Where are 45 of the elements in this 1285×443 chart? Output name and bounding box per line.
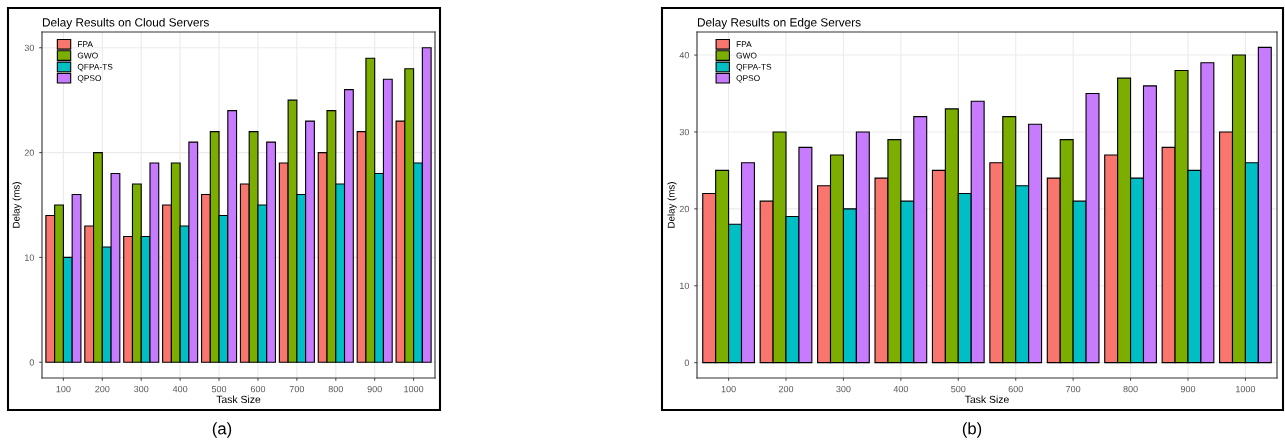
y-tick-label: 0 xyxy=(29,359,35,366)
x-tick-label: 900 xyxy=(1180,385,1196,393)
x-tick-label: 400 xyxy=(172,385,188,393)
x-tick-label: 500 xyxy=(211,385,227,393)
x-tick-label: 600 xyxy=(1008,385,1023,393)
x-tick-label: 100 xyxy=(56,385,71,393)
legend-label: QFPA-TS xyxy=(736,63,772,72)
x-tick-label: 500 xyxy=(951,385,966,393)
x-tick-label: 200 xyxy=(95,385,110,393)
y-tick-label: 30 xyxy=(24,44,35,52)
x-tick-label: 400 xyxy=(893,385,909,393)
x-tick-label: 700 xyxy=(1066,385,1081,393)
x-tick-label: 200 xyxy=(778,385,794,393)
x-tick-label: 800 xyxy=(1123,385,1138,393)
x-axis-title: Task Size xyxy=(216,395,261,404)
y-tick-label: 20 xyxy=(679,205,690,213)
x-tick-label: 300 xyxy=(836,385,851,393)
x-tick-label: 1000 xyxy=(1236,385,1256,393)
y-axis-title: Delay (ms) xyxy=(667,182,677,228)
text: (b) xyxy=(962,422,982,438)
legend-label: GWO xyxy=(736,52,757,59)
chart-title: Delay Results on Edge Servers xyxy=(697,17,861,29)
chart-title: Delay Results on Cloud Servers xyxy=(42,17,209,29)
x-tick-label: 800 xyxy=(328,385,343,393)
y-tick-label: 20 xyxy=(24,149,35,156)
x-tick-label: 300 xyxy=(134,385,149,393)
y-tick-label: 10 xyxy=(25,254,35,261)
legend-label: QFPA-TS xyxy=(77,63,113,72)
x-tick-label: 900 xyxy=(367,385,382,393)
x-axis-title: Task Size xyxy=(964,395,1009,404)
legend-label: QPSO xyxy=(77,75,102,83)
legend-label: QPSO xyxy=(736,75,760,83)
x-tick-label: 600 xyxy=(250,385,266,393)
x-tick-label: 1000 xyxy=(404,385,424,393)
y-tick-label: 10 xyxy=(680,282,690,290)
y-tick-label: 30 xyxy=(679,128,690,136)
text: (a) xyxy=(212,422,232,438)
y-tick-label: 0 xyxy=(684,359,690,366)
legend-label: FPA xyxy=(78,41,93,48)
x-tick-label: 100 xyxy=(721,385,736,393)
y-tick-label: 40 xyxy=(679,52,690,59)
y-axis-title: Delay (ms) xyxy=(12,182,22,228)
x-tick-label: 700 xyxy=(289,385,305,393)
legend-label: GWO xyxy=(77,52,98,59)
legend-label: FPA xyxy=(736,41,752,48)
